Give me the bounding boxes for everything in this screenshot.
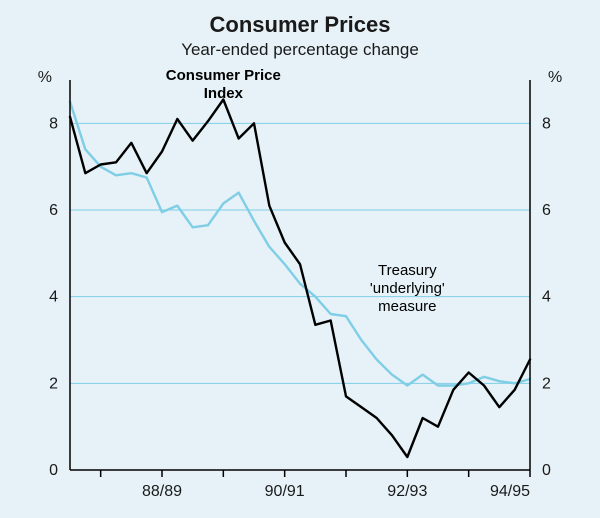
chart-subtitle: Year-ended percentage change	[0, 40, 600, 60]
chart-annotation: Consumer Price	[166, 67, 281, 84]
chart-container: Consumer Prices Year-ended percentage ch…	[0, 0, 600, 518]
x-tick-label: 90/91	[265, 483, 305, 500]
x-tick-label: 92/93	[387, 483, 427, 500]
x-tick-label: 88/89	[142, 483, 182, 500]
y-tick-label-right: 6	[542, 202, 551, 219]
y-unit-left: %	[38, 69, 52, 86]
y-tick-label-right: 8	[542, 115, 551, 132]
y-tick-label-right: 2	[542, 375, 551, 392]
y-tick-label-left: 2	[49, 375, 58, 392]
y-tick-label-left: 8	[49, 115, 58, 132]
x-tick-label: 94/95	[490, 483, 530, 500]
chart-title: Consumer Prices	[0, 12, 600, 38]
y-unit-right: %	[548, 69, 562, 86]
chart-annotation: 'underlying'	[370, 280, 445, 297]
chart-annotation: Index	[204, 85, 244, 102]
chart-svg: 0022446688%%88/8990/9192/9394/95Consumer…	[0, 0, 600, 518]
y-tick-label-right: 4	[542, 289, 551, 306]
y-tick-label-right: 0	[542, 462, 551, 479]
series-line	[70, 102, 530, 386]
y-tick-label-left: 0	[49, 462, 58, 479]
chart-annotation: measure	[378, 298, 436, 315]
series-line	[70, 100, 530, 458]
y-tick-label-left: 6	[49, 202, 58, 219]
chart-annotation: Treasury	[378, 262, 437, 279]
y-tick-label-left: 4	[49, 289, 58, 306]
